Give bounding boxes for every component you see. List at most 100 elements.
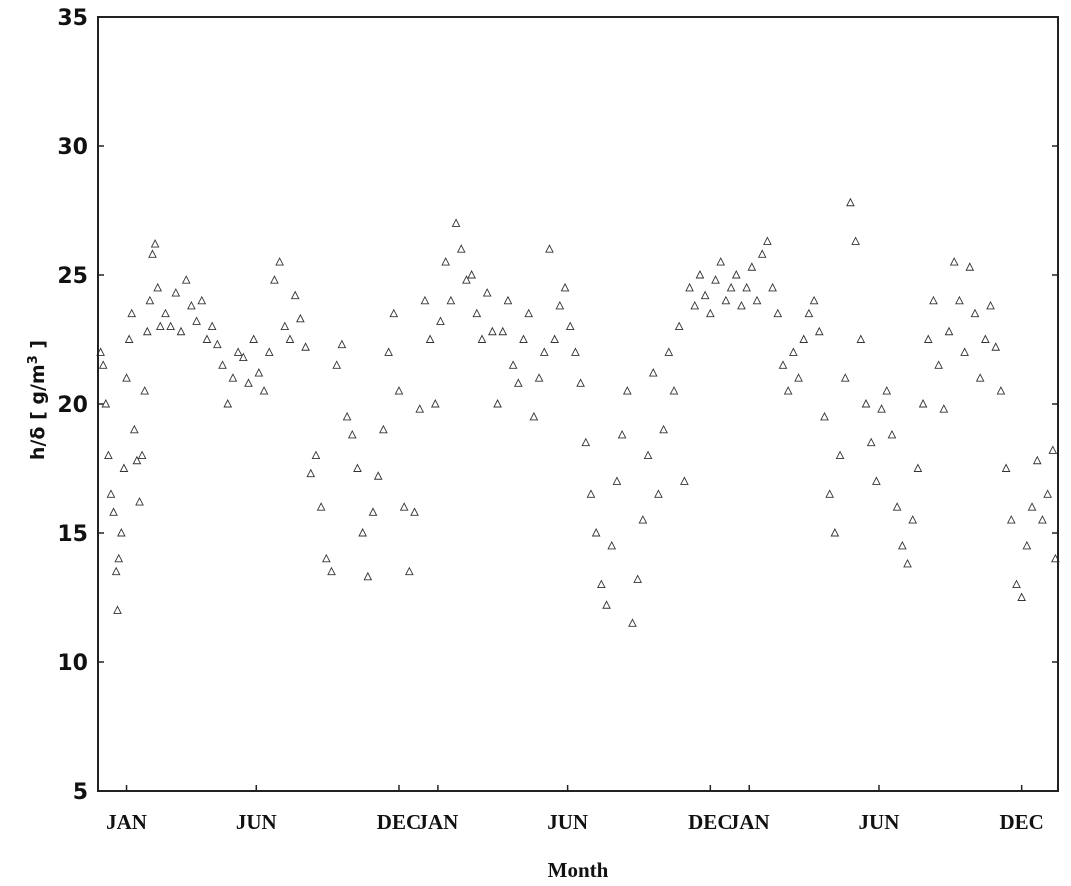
data-point — [415, 404, 425, 413]
data-point — [923, 334, 933, 343]
data-point — [111, 566, 121, 576]
data-point — [695, 270, 705, 279]
data-point — [633, 574, 643, 583]
x-tick-label: DEC — [377, 810, 421, 834]
data-point — [119, 463, 129, 472]
data-point — [113, 605, 122, 614]
data-point — [127, 308, 137, 318]
data-point — [892, 502, 902, 511]
data-point — [1027, 502, 1037, 511]
data-point — [342, 411, 352, 421]
data-point — [451, 218, 461, 227]
data-point — [955, 295, 964, 305]
y-tick-label: 20 — [57, 393, 88, 418]
data-point — [1022, 540, 1032, 550]
data-point — [213, 339, 222, 349]
data-point — [161, 308, 170, 318]
data-point — [814, 326, 824, 336]
data-point — [384, 347, 393, 356]
data-point — [503, 295, 513, 305]
data-point — [519, 334, 528, 343]
data-point — [137, 450, 147, 460]
data-point — [142, 326, 152, 336]
y-axis-ticks: 5 10 15 20 25 30 35 — [57, 6, 1058, 805]
data-point — [586, 489, 596, 498]
y-axis-label-tail: ] — [27, 340, 49, 355]
plot-frame — [97, 16, 1059, 792]
data-point — [705, 308, 715, 318]
data-point — [986, 300, 995, 310]
data-point — [529, 411, 539, 421]
data-point — [872, 476, 881, 485]
data-point — [373, 471, 383, 480]
data-point — [327, 566, 336, 576]
data-point — [311, 450, 321, 460]
data-point — [752, 295, 762, 305]
data-point — [132, 455, 142, 465]
data-point — [482, 288, 492, 297]
x-axis-label: Month — [548, 858, 609, 882]
data-point — [1032, 455, 1042, 465]
data-point — [399, 502, 409, 511]
data-point — [825, 489, 835, 498]
data-point — [612, 476, 622, 485]
data-point — [918, 399, 928, 408]
data-point — [628, 618, 637, 627]
data-point — [757, 249, 767, 258]
data-point — [648, 368, 658, 377]
data-point — [866, 437, 876, 447]
data-point — [140, 386, 150, 395]
data-point — [731, 270, 741, 279]
data-point — [153, 282, 163, 292]
data-point — [846, 197, 855, 207]
y-tick-label: 15 — [57, 522, 88, 547]
data-point — [223, 399, 233, 408]
data-point — [939, 404, 949, 413]
data-point — [389, 308, 399, 318]
data-point — [368, 507, 378, 516]
data-point — [669, 386, 679, 395]
data-point — [513, 378, 523, 387]
data-point — [106, 489, 116, 498]
data-point — [690, 300, 700, 310]
data-point — [187, 300, 196, 310]
data-point — [264, 347, 274, 356]
data-point — [358, 528, 367, 537]
data-point — [835, 450, 845, 460]
data-point — [508, 360, 518, 369]
data-point — [539, 347, 549, 356]
data-point — [840, 373, 850, 382]
data-point — [285, 334, 295, 343]
y-tick-label: 10 — [57, 651, 88, 676]
data-point — [171, 288, 181, 297]
data-point — [716, 257, 726, 266]
data-point — [768, 282, 777, 292]
data-point — [991, 342, 1001, 351]
data-point — [565, 321, 575, 331]
data-point — [337, 339, 347, 349]
data-point — [296, 313, 305, 323]
data-point — [861, 399, 871, 408]
data-point — [254, 368, 264, 377]
data-point — [965, 262, 975, 271]
data-point — [1012, 579, 1021, 589]
data-point — [332, 360, 342, 369]
data-point — [101, 399, 111, 408]
data-point — [794, 373, 803, 382]
data-point — [145, 295, 155, 305]
data-point — [124, 334, 134, 343]
data-point — [524, 308, 534, 318]
data-point — [192, 316, 201, 325]
data-point — [467, 270, 476, 279]
data-point — [1001, 463, 1011, 472]
data-point — [545, 244, 554, 253]
x-tick-label: JAN — [106, 810, 147, 834]
data-point — [129, 424, 139, 434]
data-point — [550, 334, 559, 343]
data-point — [207, 321, 217, 331]
data-point — [597, 579, 606, 589]
data-point — [498, 326, 508, 336]
data-point — [711, 275, 720, 284]
x-tick-label: JUN — [236, 810, 277, 834]
data-point — [1048, 445, 1058, 454]
